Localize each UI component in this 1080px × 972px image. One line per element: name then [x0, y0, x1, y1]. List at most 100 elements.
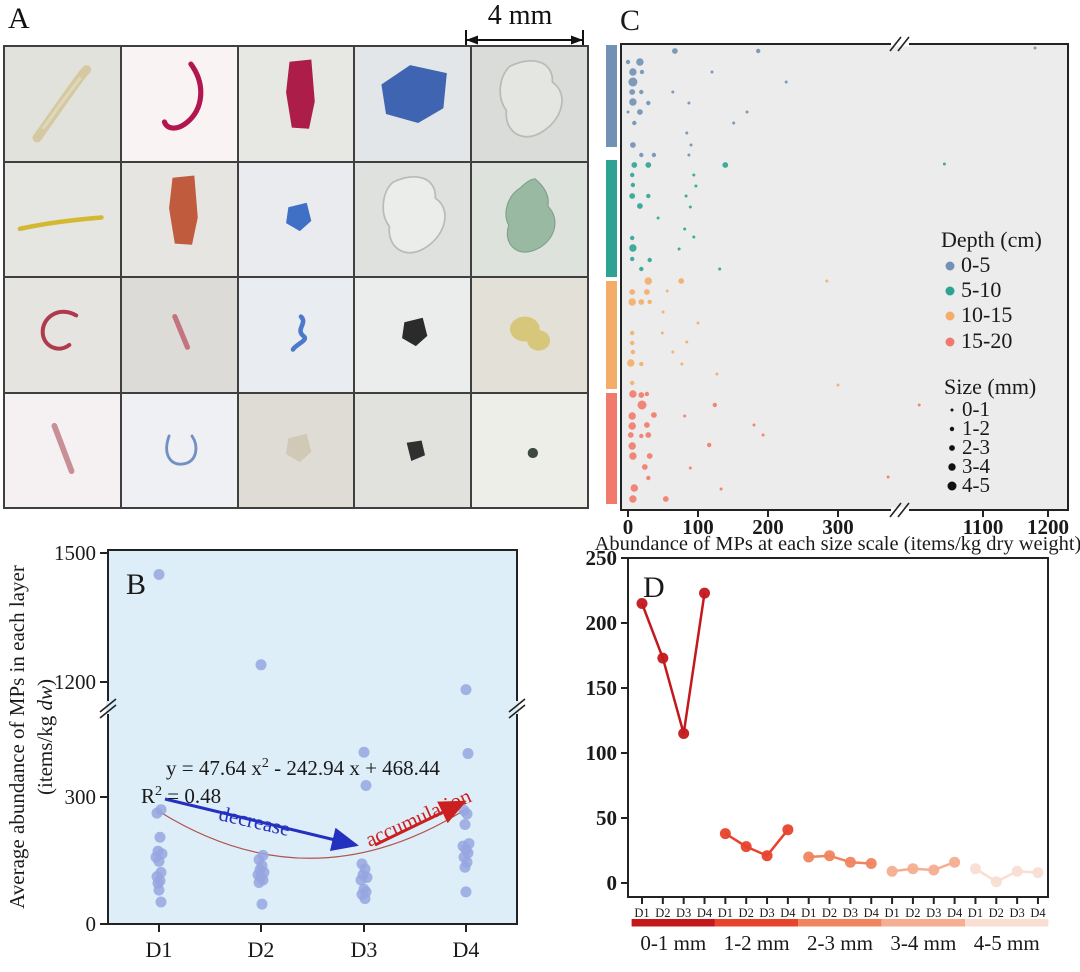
- b-data-point: [461, 808, 473, 820]
- panel-a-label: A: [8, 2, 30, 35]
- b-data-point: [458, 851, 470, 863]
- x-tick-label: D4: [453, 937, 480, 962]
- d-x-tick-label: D2: [739, 906, 754, 920]
- c-data-point: [630, 330, 635, 336]
- legend-depth-label: 5-10: [961, 277, 1001, 302]
- specimen-image: [290, 314, 307, 352]
- c-data-point: [836, 383, 840, 387]
- b-y-axis-title: Average abundance of MPs in each layer: [5, 565, 29, 909]
- accumulation-label: accumulation: [362, 783, 476, 851]
- x-tick-label: 0: [623, 515, 634, 539]
- c-data-point: [630, 380, 635, 386]
- d-data-point: [949, 856, 961, 868]
- decrease-arrow: [164, 797, 359, 852]
- b-data-point: [153, 569, 165, 580]
- c-data-point: [1033, 46, 1037, 50]
- specimen-cell: [355, 278, 471, 392]
- legend-depth-swatch: [945, 337, 955, 347]
- c-data-point: [651, 152, 657, 158]
- y-tick-label: 0: [86, 912, 97, 936]
- c-data-point: [662, 496, 669, 502]
- specimen-cell: [355, 162, 471, 276]
- c-data-point: [661, 310, 665, 314]
- b-data-point: [462, 847, 474, 859]
- c-data-point: [630, 340, 635, 346]
- size-group-bar: [798, 919, 882, 927]
- specimen-image: [285, 433, 311, 462]
- accumulation-arrow: [374, 800, 467, 847]
- c-data-point: [825, 279, 829, 283]
- c-data-point: [637, 109, 643, 115]
- d-x-tick-label: D3: [843, 906, 858, 920]
- specimen-image: [161, 61, 204, 131]
- y-tick-label: 50: [596, 806, 617, 830]
- b-data-point: [356, 888, 368, 900]
- c-data-point: [886, 475, 890, 479]
- specimen-cell: [238, 278, 354, 392]
- c-data-point: [637, 400, 647, 410]
- c-data-point: [638, 392, 645, 398]
- b-data-point: [461, 856, 473, 868]
- c-data-point: [683, 414, 687, 418]
- specimen-cell: [5, 162, 120, 276]
- c-data-point: [638, 299, 645, 305]
- specimen-cell: [121, 47, 237, 161]
- x-tick-label: D3: [351, 937, 378, 962]
- depth-band: [606, 393, 617, 504]
- specimen-cell: [121, 278, 237, 392]
- size-group-label: 1-2 mm: [724, 931, 790, 955]
- d-data-point: [678, 728, 690, 739]
- b-data-point: [458, 805, 470, 817]
- c-data-point: [639, 89, 644, 95]
- c-data-point: [636, 58, 644, 66]
- c-data-point: [630, 182, 636, 188]
- d-x-tick-label: D3: [926, 906, 941, 920]
- x-tick-label: D1: [146, 937, 173, 962]
- b-data-point: [154, 875, 166, 887]
- c-data-point: [756, 48, 761, 54]
- legend-size-swatch: [949, 445, 955, 451]
- d-data-point: [928, 864, 940, 876]
- specimen-cell: [472, 393, 587, 507]
- b-data-point: [361, 871, 373, 883]
- c-data-point: [629, 98, 637, 106]
- panel-d-label: D: [643, 571, 665, 604]
- c-data-point: [639, 152, 644, 158]
- depth-band: [606, 160, 617, 277]
- c-data-point: [646, 475, 651, 481]
- specimen-image: [505, 177, 556, 253]
- x-tick-label: 1200: [1027, 515, 1069, 539]
- c-data-point: [687, 153, 691, 157]
- c-data-point: [628, 77, 638, 87]
- c-data-point: [639, 266, 644, 272]
- legend-size-swatch: [949, 426, 955, 432]
- c-data-point: [718, 267, 722, 271]
- c-data-point: [629, 68, 637, 76]
- axis-break-left: [106, 701, 110, 714]
- b-data-point: [155, 804, 167, 816]
- d-x-tick-label: D2: [655, 906, 670, 920]
- b-data-point: [460, 843, 472, 855]
- specimen-image: [285, 202, 311, 231]
- specimen-cell: [121, 393, 237, 507]
- legend-depth-label: 10-15: [961, 302, 1012, 327]
- d-data-point: [740, 841, 752, 853]
- c-data-point: [644, 391, 650, 397]
- c-data-point: [678, 278, 685, 284]
- x-tick-label: 1100: [963, 515, 1004, 539]
- specimen-image: [407, 440, 426, 461]
- d-x-tick-label: D4: [697, 906, 713, 920]
- b-data-point: [257, 874, 269, 886]
- b-data-point: [156, 848, 168, 860]
- c-data-point: [660, 331, 664, 335]
- c-data-point: [627, 432, 634, 438]
- y-tick-label: 1500: [54, 541, 96, 565]
- c-data-point: [646, 193, 651, 199]
- legend-size-title: Size (mm): [944, 374, 1036, 399]
- c-data-point: [630, 235, 635, 241]
- b-data-point: [257, 849, 269, 861]
- x-tick-label: D2: [248, 937, 275, 962]
- specimen-cell: [472, 278, 587, 392]
- c-data-point: [630, 256, 635, 262]
- specimen-image: [381, 65, 448, 124]
